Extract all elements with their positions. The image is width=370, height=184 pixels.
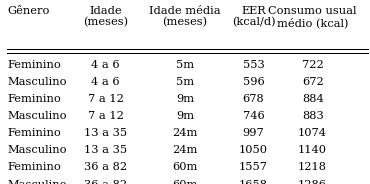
Text: 5m: 5m (176, 60, 194, 70)
Text: Masculino: Masculino (7, 180, 67, 184)
Text: 1658: 1658 (239, 180, 268, 184)
Text: Gênero: Gênero (7, 6, 50, 15)
Text: 4 a 6: 4 a 6 (91, 60, 120, 70)
Text: Feminino: Feminino (7, 60, 61, 70)
Text: Feminino: Feminino (7, 128, 61, 138)
Text: Feminino: Feminino (7, 94, 61, 104)
Text: 1286: 1286 (298, 180, 327, 184)
Text: 1557: 1557 (239, 162, 268, 172)
Text: 746: 746 (243, 111, 264, 121)
Text: 36 a 82: 36 a 82 (84, 180, 127, 184)
Text: 1218: 1218 (298, 162, 327, 172)
Text: 60m: 60m (172, 162, 198, 172)
Text: Consumo usual
médio (kcal): Consumo usual médio (kcal) (268, 6, 357, 28)
Text: Masculino: Masculino (7, 145, 67, 155)
Text: EER
(kcal/d): EER (kcal/d) (232, 6, 275, 27)
Text: 5m: 5m (176, 77, 194, 87)
Text: Idade
(meses): Idade (meses) (83, 6, 128, 27)
Text: 1140: 1140 (298, 145, 327, 155)
Text: Masculino: Masculino (7, 77, 67, 87)
Text: 1050: 1050 (239, 145, 268, 155)
Text: 36 a 82: 36 a 82 (84, 162, 127, 172)
Text: 7 a 12: 7 a 12 (88, 94, 123, 104)
Text: 1074: 1074 (298, 128, 327, 138)
Text: 9m: 9m (176, 111, 194, 121)
Text: 883: 883 (302, 111, 323, 121)
Text: Idade média
(meses): Idade média (meses) (149, 6, 221, 27)
Text: 884: 884 (302, 94, 323, 104)
Text: 13 a 35: 13 a 35 (84, 145, 127, 155)
Text: 4 a 6: 4 a 6 (91, 77, 120, 87)
Text: 997: 997 (243, 128, 264, 138)
Text: 24m: 24m (172, 128, 198, 138)
Text: 9m: 9m (176, 94, 194, 104)
Text: 7 a 12: 7 a 12 (88, 111, 123, 121)
Text: Masculino: Masculino (7, 111, 67, 121)
Text: 596: 596 (243, 77, 264, 87)
Text: Feminino: Feminino (7, 162, 61, 172)
Text: 24m: 24m (172, 145, 198, 155)
Text: 553: 553 (243, 60, 264, 70)
Text: 678: 678 (243, 94, 264, 104)
Text: 722: 722 (302, 60, 323, 70)
Text: 13 a 35: 13 a 35 (84, 128, 127, 138)
Text: 60m: 60m (172, 180, 198, 184)
Text: 672: 672 (302, 77, 323, 87)
